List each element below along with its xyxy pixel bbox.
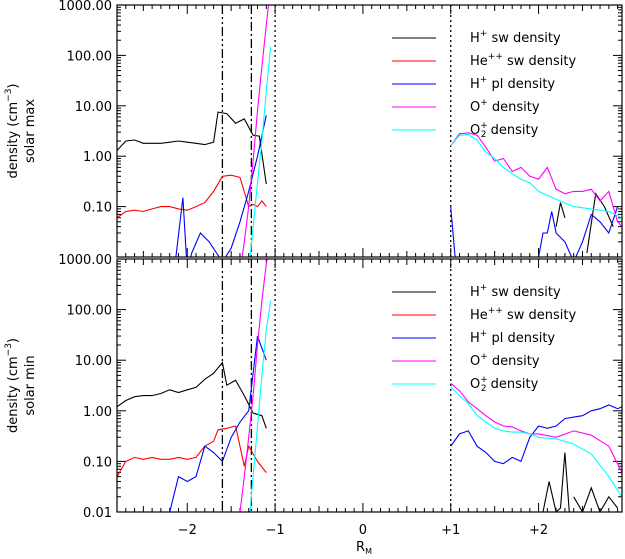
series-group [117, 259, 622, 512]
series-line [586, 192, 614, 254]
legend-label: He++ sw density [470, 306, 577, 323]
series-line [542, 452, 570, 512]
x-tick-label: +2 [529, 523, 548, 538]
series-line [450, 133, 622, 219]
x-tick-label: −1 [266, 523, 285, 538]
legend-label: H+ sw density [470, 283, 561, 300]
y-tick-label: 1.00 [83, 150, 112, 165]
series-line [555, 202, 566, 227]
series-line [169, 335, 267, 512]
plot-frame [116, 4, 623, 258]
series-line [249, 300, 272, 512]
y-tick-label: 10.00 [75, 100, 112, 115]
series-line [239, 259, 268, 512]
series-line [573, 486, 619, 512]
y-tick-label: 0.01 [83, 506, 112, 521]
y-tick-label: 1000.00 [58, 253, 112, 268]
series-line [450, 132, 622, 228]
series-line [117, 425, 267, 477]
legend-label: H+ pl density [470, 329, 555, 346]
x-tick-label: 0 [359, 523, 367, 538]
series-line [450, 386, 622, 498]
series-line [175, 115, 267, 257]
y-tick-label: 100.00 [67, 49, 113, 64]
x-tick-label: +1 [441, 523, 460, 538]
legend-label: O+ 2 density [470, 375, 539, 394]
series-line [241, 5, 270, 257]
y-tick-label: 1000.00 [58, 0, 112, 14]
series-line [450, 382, 622, 473]
legend-label: O+ density [470, 98, 540, 115]
x-axis-label: RM [356, 540, 372, 556]
y-axis-sublabel: solar max [23, 99, 38, 163]
series-line [117, 111, 267, 185]
y-tick-label: 0.10 [83, 201, 112, 216]
series-line [450, 206, 456, 257]
y-axis-label: density (cm−3) [4, 338, 21, 433]
x-tick-label: −2 [178, 523, 197, 538]
legend-label: O+ density [470, 352, 540, 369]
y-axis-label: density (cm−3) [4, 83, 21, 178]
series-line [117, 174, 267, 219]
legend-label: H+ sw density [470, 29, 561, 46]
y-tick-label: 1.00 [83, 405, 112, 420]
series-line [117, 361, 267, 429]
y-tick-label: 0.10 [83, 455, 112, 470]
panel-solar-min: 0.01 0.10 1.00 10.00 100.00 1000.00 −2 −1 0 +1 +2 H… [4, 253, 623, 538]
plot-frame [116, 258, 623, 513]
series-group [117, 5, 622, 257]
y-axis-sublabel: solar min [23, 355, 38, 415]
series-line [450, 404, 622, 465]
series-line [249, 46, 272, 257]
series-line [538, 206, 619, 257]
legend-label: O+ 2 density [470, 121, 539, 140]
legend-label: H+ pl density [470, 75, 555, 92]
panel-solar-max: 0.10 1.00 10.00 100.00 1000.00 H+ sw density H… [4, 0, 623, 258]
y-tick-label: 10.00 [75, 354, 112, 369]
y-tick-label: 100.00 [67, 304, 113, 319]
legend-label: He++ sw density [470, 52, 577, 69]
